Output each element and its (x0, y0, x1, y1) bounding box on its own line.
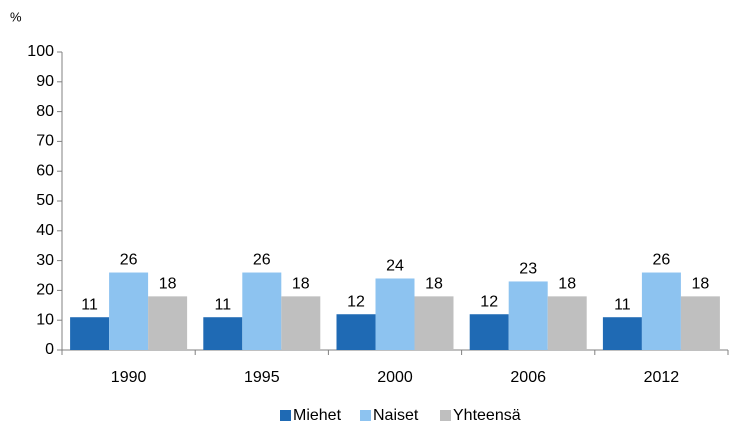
x-tick-label: 2000 (377, 369, 413, 386)
data-label: 18 (692, 276, 710, 293)
bar (203, 317, 243, 350)
legend-label: Naiset (373, 407, 419, 424)
legend-label: Yhteensä (453, 407, 521, 424)
x-tick-label: 1990 (111, 369, 147, 386)
bar (70, 317, 110, 350)
bar (602, 317, 642, 350)
legend-swatch (360, 410, 371, 421)
legend-swatch (280, 410, 291, 421)
y-tick-label: 90 (36, 73, 54, 90)
y-tick-label: 10 (36, 311, 54, 328)
y-axis-label: % (10, 9, 22, 24)
data-label: 26 (120, 252, 138, 269)
legend-swatch (440, 410, 451, 421)
legend-label: Miehet (293, 407, 342, 424)
y-tick-label: 0 (45, 341, 54, 358)
bar (109, 272, 149, 350)
data-label: 18 (159, 276, 177, 293)
y-tick-label: 100 (27, 43, 54, 60)
data-label: 26 (253, 252, 271, 269)
y-tick-label: 50 (36, 192, 54, 209)
data-label: 24 (386, 258, 404, 275)
x-tick-label: 1995 (244, 369, 280, 386)
y-tick-label: 20 (36, 282, 54, 299)
y-tick-label: 80 (36, 103, 54, 120)
bar (414, 296, 454, 350)
y-tick-label: 30 (36, 252, 54, 269)
bar (242, 272, 282, 350)
bar (547, 296, 587, 350)
bar (336, 314, 376, 350)
x-tick-label: 2006 (510, 369, 546, 386)
bar (508, 281, 548, 350)
bar (680, 296, 720, 350)
bar (281, 296, 321, 350)
x-tick-label: 2012 (644, 369, 680, 386)
data-label: 26 (653, 252, 671, 269)
bar (375, 278, 415, 350)
data-label: 18 (425, 276, 443, 293)
data-label: 18 (558, 276, 576, 293)
data-label: 12 (347, 293, 365, 310)
data-label: 11 (214, 296, 231, 313)
data-label: 11 (614, 296, 631, 313)
data-label: 12 (480, 293, 498, 310)
data-label: 23 (519, 261, 537, 278)
bar (469, 314, 509, 350)
bar (641, 272, 681, 350)
y-tick-label: 40 (36, 222, 54, 239)
bar (148, 296, 188, 350)
y-tick-label: 60 (36, 162, 54, 179)
data-label: 11 (81, 296, 98, 313)
data-label: 18 (292, 276, 310, 293)
y-tick-label: 70 (36, 133, 54, 150)
